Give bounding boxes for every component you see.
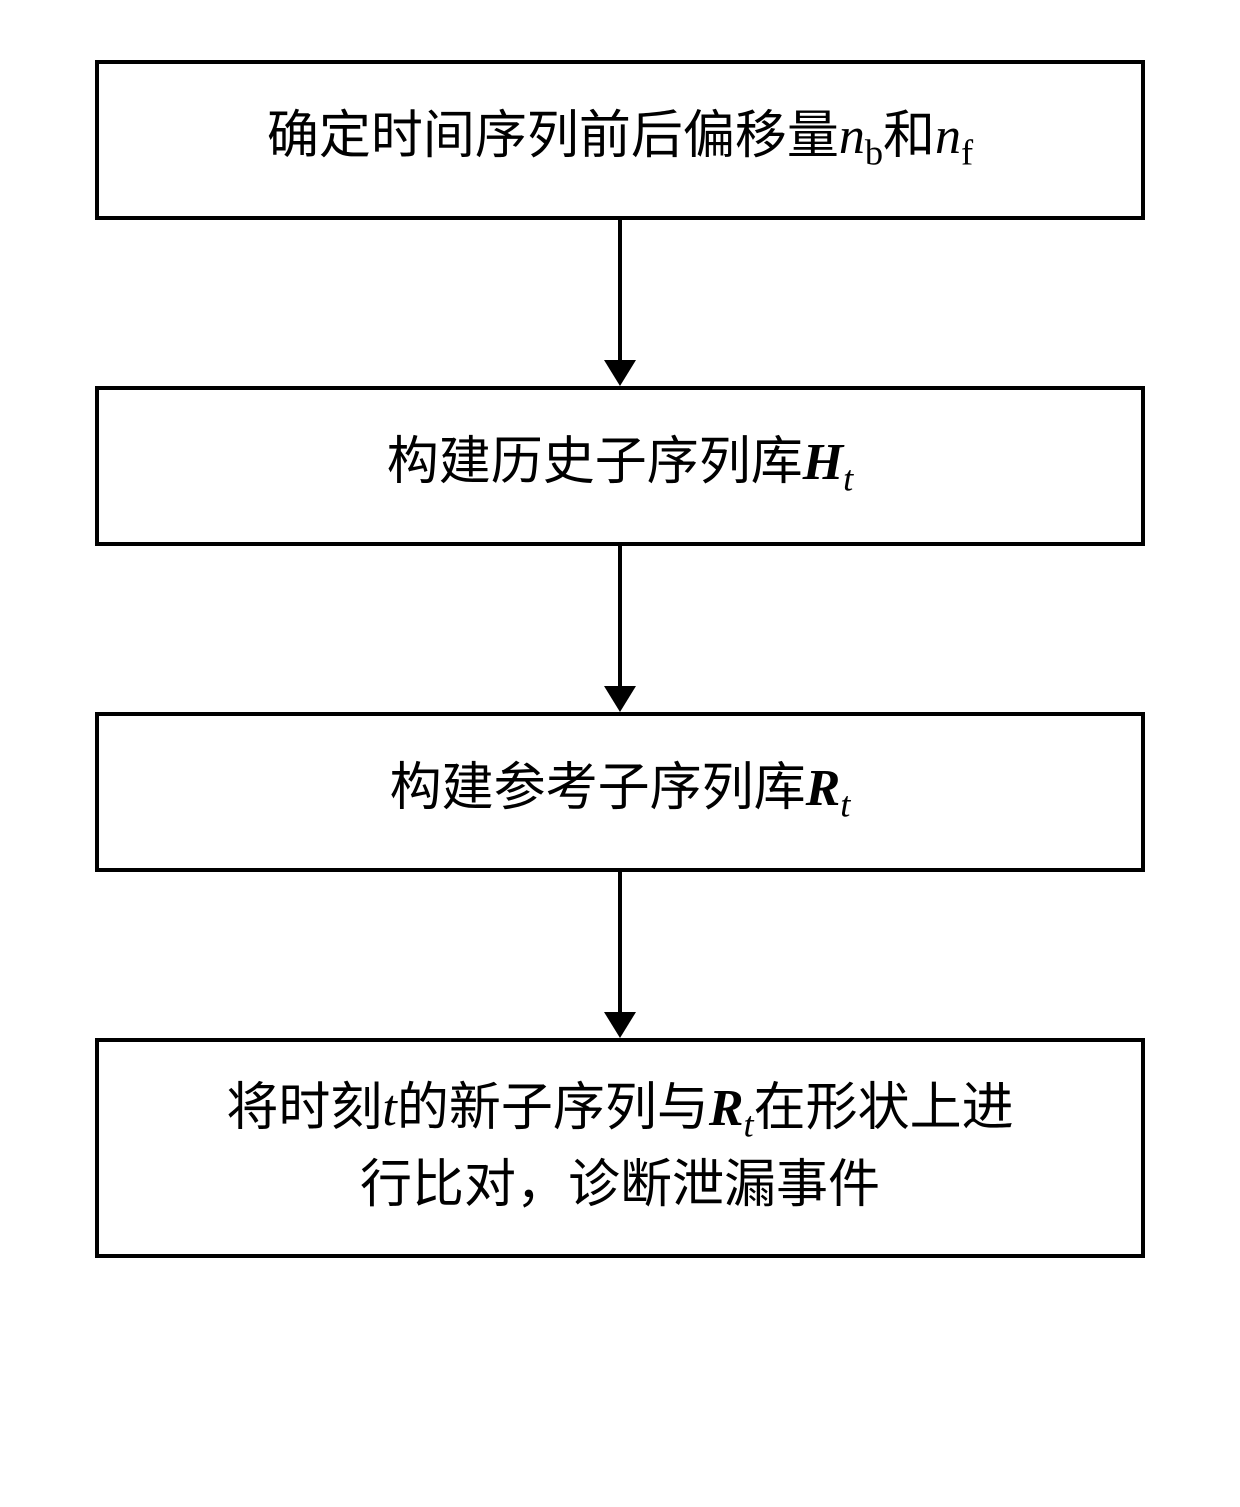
flow-node-step2: 构建历史子序列库Ht (95, 386, 1145, 546)
flow-arrow (95, 546, 1145, 712)
arrow-head-icon (604, 686, 636, 712)
flow-node-text: 构建历史子序列库Ht (387, 427, 854, 504)
flow-arrow (95, 872, 1145, 1038)
flow-node-step4: 将时刻t的新子序列与Rt在形状上进行比对，诊断泄漏事件 (95, 1038, 1145, 1258)
flowchart-container: 确定时间序列前后偏移量nb和nf 构建历史子序列库Ht 构建参考子序列库Rt 将时刻t… (95, 60, 1145, 1258)
arrow-head-icon (604, 1012, 636, 1038)
flow-node-text: 将时刻t的新子序列与Rt在形状上进行比对，诊断泄漏事件 (226, 1073, 1013, 1223)
flow-node-step1: 确定时间序列前后偏移量nb和nf (95, 60, 1145, 220)
arrow-line (618, 220, 622, 360)
arrow-line (618, 872, 622, 1012)
flow-node-text: 构建参考子序列库Rt (390, 753, 851, 830)
arrow-head-icon (604, 360, 636, 386)
flow-arrow (95, 220, 1145, 386)
arrow-line (618, 546, 622, 686)
flow-node-step3: 构建参考子序列库Rt (95, 712, 1145, 872)
flow-node-text: 确定时间序列前后偏移量nb和nf (267, 101, 973, 178)
